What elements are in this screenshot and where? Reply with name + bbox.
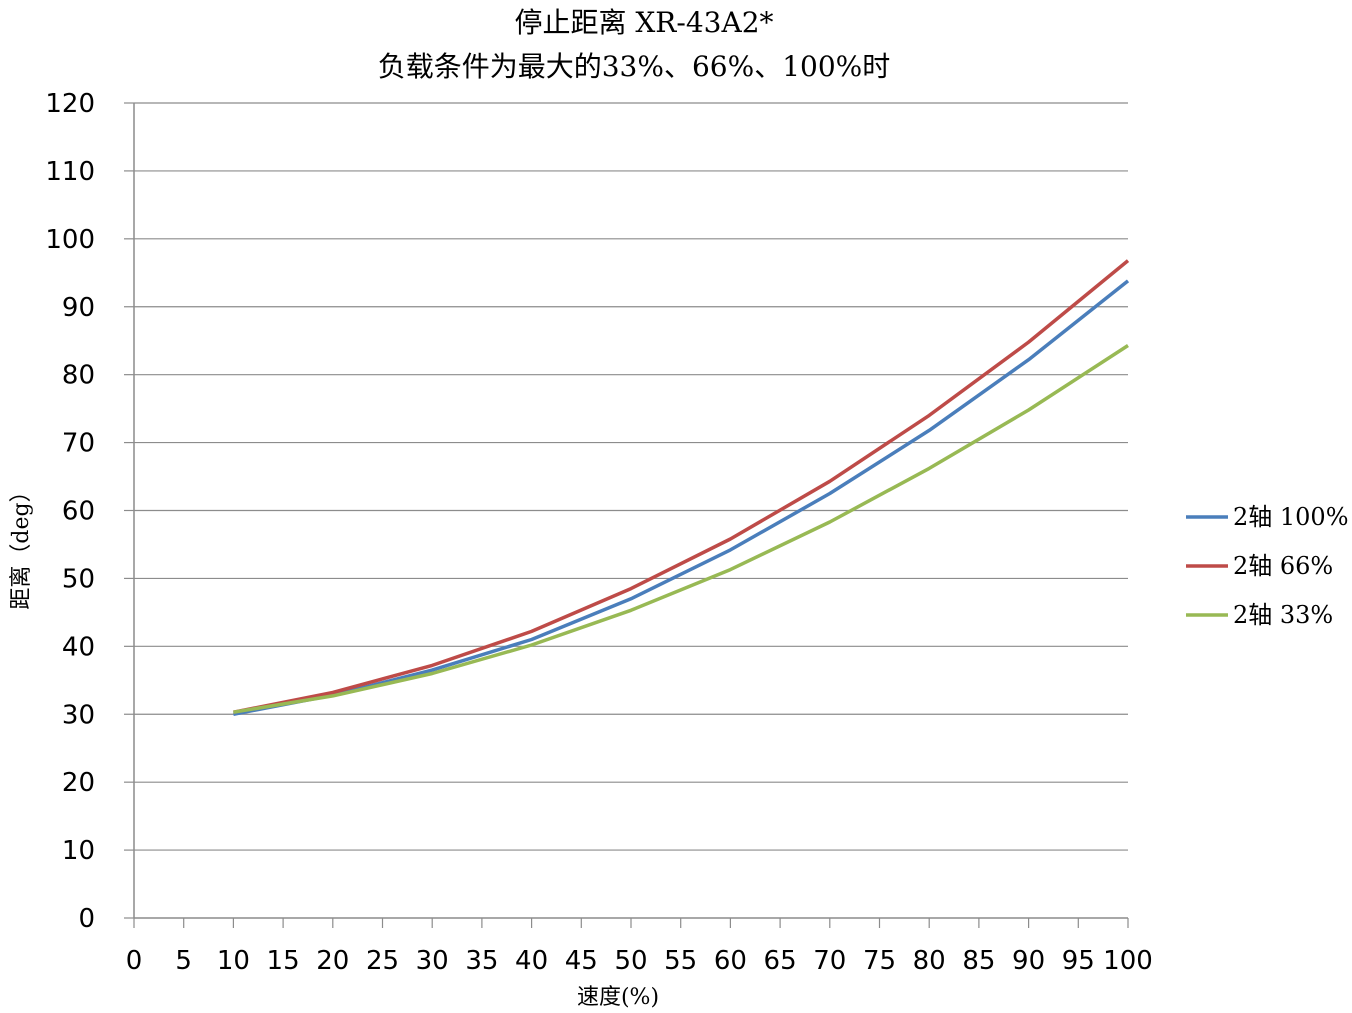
legend-label-3: 2轴 33%	[1233, 601, 1333, 629]
y-tick-label-10: 10	[62, 836, 95, 866]
x-tick-label-5: 5	[175, 946, 192, 976]
series-lines	[233, 259, 1130, 717]
x-axis-label: 速度(%)	[577, 985, 659, 1008]
x-tick-label-40: 40	[515, 946, 548, 976]
y-tick-label-20: 20	[62, 768, 95, 798]
y-tick-label-120: 120	[45, 89, 95, 119]
series-line-1	[233, 279, 1130, 717]
y-tick-label-0: 0	[78, 904, 95, 934]
x-tick-label-10: 10	[217, 946, 250, 976]
x-tick-label-55: 55	[664, 946, 697, 976]
x-tick-label-35: 35	[465, 946, 498, 976]
y-tick-label-70: 70	[62, 429, 95, 459]
x-tick-label-30: 30	[416, 946, 449, 976]
axes	[124, 102, 1129, 928]
x-tick-label-75: 75	[863, 946, 896, 976]
legend-label-2: 2轴 66%	[1233, 552, 1333, 580]
x-tick-labels: 0 5 10 15 20 25 30 35 40 45 50 55 60 65 70 75 80 85 90 95 10…	[126, 946, 1153, 976]
series-line-3	[233, 344, 1129, 714]
y-tick-label-90: 90	[62, 293, 95, 323]
y-tick-label-40: 40	[62, 632, 95, 662]
y-tick-labels: 0 10 20 30 40 50 60 70 80 90 100 110 120	[45, 89, 95, 934]
x-tick-label-65: 65	[764, 946, 797, 976]
x-tick-label-0: 0	[126, 946, 143, 976]
x-tick-label-85: 85	[962, 946, 995, 976]
y-tick-label-80: 80	[62, 361, 95, 391]
y-axis-label: 距离（deg）	[9, 480, 34, 609]
x-tick-label-100: 100	[1103, 946, 1153, 976]
y-tick-label-60: 60	[62, 497, 95, 527]
x-tick-label-15: 15	[267, 946, 300, 976]
x-tick-label-45: 45	[565, 946, 598, 976]
x-tick-label-95: 95	[1062, 946, 1095, 976]
y-tick-label-100: 100	[45, 225, 95, 255]
y-tick-label-30: 30	[62, 700, 95, 730]
x-tick-label-80: 80	[913, 946, 946, 976]
chart-title-line2: 负载条件为最大的33%、66%、100%时	[378, 50, 891, 83]
x-tick-label-60: 60	[714, 946, 747, 976]
series-line-2	[233, 259, 1130, 714]
legend-label-1: 2轴 100%	[1233, 503, 1349, 531]
x-tick-label-25: 25	[366, 946, 399, 976]
x-tick-label-50: 50	[614, 946, 647, 976]
chart-title-line1: 停止距离 XR-43A2*	[514, 6, 773, 39]
x-tick-label-90: 90	[1012, 946, 1045, 976]
y-tick-label-110: 110	[45, 157, 95, 187]
y-tick-label-50: 50	[62, 564, 95, 594]
legend: 2轴 100% 2轴 66% 2轴 33%	[1186, 503, 1349, 629]
grid-lines	[134, 102, 1128, 851]
x-tick-label-20: 20	[316, 946, 349, 976]
x-tick-label-70: 70	[813, 946, 846, 976]
